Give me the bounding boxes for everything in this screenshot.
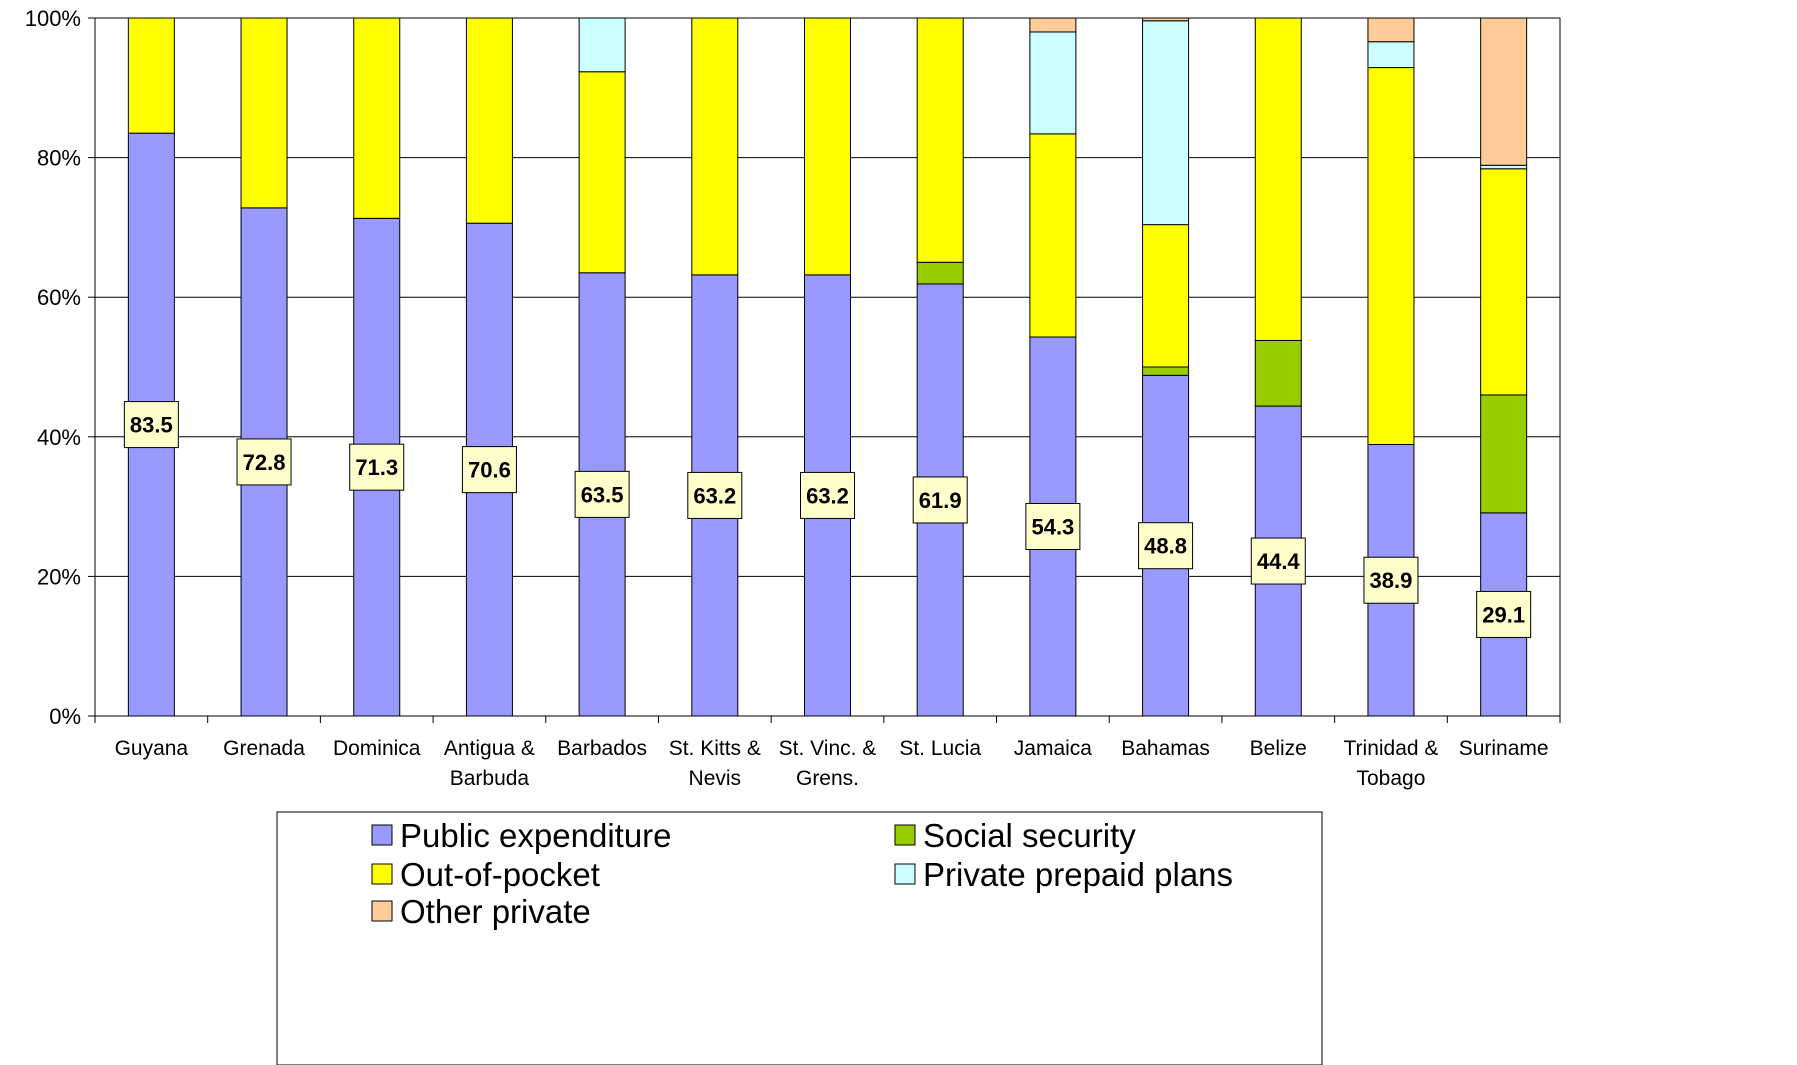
y-tick-label: 40% bbox=[37, 425, 81, 450]
bar-segment-social-security bbox=[1480, 394, 1528, 514]
legend-box bbox=[276, 811, 1323, 1065]
x-tick-label: Nevis bbox=[689, 767, 742, 790]
x-tick-label: Jamaica bbox=[1014, 737, 1093, 760]
bar-segment-social-security bbox=[1254, 339, 1302, 407]
legend-swatch bbox=[894, 824, 916, 846]
bar-segment-out-of-pocket bbox=[127, 17, 175, 134]
data-label-box bbox=[1363, 556, 1419, 604]
bar-segment-private-prepaid-plans bbox=[1142, 20, 1190, 226]
bar-segment-out-of-pocket bbox=[465, 17, 513, 224]
bar-segment-out-of-pocket bbox=[1367, 67, 1415, 445]
y-tick-label: 0% bbox=[49, 704, 81, 729]
x-tick-label: St. Kitts & bbox=[669, 737, 761, 760]
data-labels: 83.5 72.8 71.3 70.6 63.5 63.2 63.2 61.9 54.3 48.8… bbox=[123, 401, 1532, 638]
legend-label: Public expenditure bbox=[400, 817, 672, 854]
y-tick-label: 100% bbox=[25, 6, 81, 31]
data-label: 44.4 bbox=[1257, 549, 1301, 574]
legend-swatch bbox=[371, 824, 393, 846]
bar-segment-other-private bbox=[1142, 17, 1190, 22]
x-tick-label: Grenada bbox=[223, 737, 305, 760]
bar-segment-social-security bbox=[916, 261, 964, 285]
data-label-box bbox=[574, 470, 630, 518]
data-label: 61.9 bbox=[919, 488, 962, 513]
data-label-box bbox=[461, 446, 517, 494]
x-tick-label: Barbados bbox=[557, 737, 647, 760]
data-label-box bbox=[800, 471, 855, 519]
data-label-box bbox=[1476, 590, 1532, 638]
y-tick-label: 60% bbox=[37, 285, 81, 310]
legend-label: Social security bbox=[923, 817, 1136, 854]
bar-segment-private-prepaid-plans bbox=[1367, 41, 1415, 69]
data-label: 29.1 bbox=[1482, 602, 1525, 627]
bar-segment-out-of-pocket bbox=[1254, 17, 1302, 341]
data-label-box bbox=[1025, 502, 1081, 550]
bar-segment-social-security bbox=[1142, 366, 1190, 376]
bar-segment-out-of-pocket bbox=[1142, 224, 1190, 368]
bar-segment-private-prepaid-plans bbox=[578, 17, 626, 73]
legend-label: Other private bbox=[400, 893, 591, 930]
legend-swatch bbox=[894, 863, 916, 885]
bar-segment-out-of-pocket bbox=[804, 17, 851, 276]
data-label-box bbox=[123, 401, 179, 449]
x-tick-label: Antigua & bbox=[444, 737, 535, 760]
x-tick-label: Barbuda bbox=[450, 767, 530, 790]
x-tick-label: Tobago bbox=[1357, 767, 1426, 790]
data-label-box bbox=[236, 438, 292, 486]
y-tick-label: 80% bbox=[37, 146, 81, 171]
y-tick-label: 20% bbox=[37, 564, 81, 589]
data-label: 71.3 bbox=[355, 455, 398, 480]
bar-segment-private-prepaid-plans bbox=[1029, 31, 1077, 135]
bar-segment-private-prepaid-plans bbox=[1480, 164, 1528, 170]
legend-label: Private prepaid plans bbox=[923, 856, 1233, 893]
data-label-box bbox=[1250, 537, 1306, 585]
x-tick-label: Dominica bbox=[333, 737, 421, 760]
bar-segment-other-private bbox=[1367, 17, 1415, 43]
data-label: 38.9 bbox=[1370, 568, 1413, 593]
data-label-box bbox=[912, 476, 968, 524]
bar-segment-out-of-pocket bbox=[1029, 133, 1077, 338]
data-label-box bbox=[1138, 522, 1194, 570]
data-label: 63.5 bbox=[581, 482, 624, 507]
bar-segment-other-private bbox=[1029, 17, 1077, 33]
x-tick-label: Grens. bbox=[796, 767, 859, 790]
bar-segment-out-of-pocket bbox=[916, 17, 964, 263]
bar-segment-other-private bbox=[1480, 17, 1528, 166]
data-label-box bbox=[349, 443, 405, 491]
bar-segment-out-of-pocket bbox=[578, 71, 626, 274]
x-tick-label: St. Lucia bbox=[899, 737, 981, 760]
data-label: 63.2 bbox=[693, 483, 736, 508]
x-tick-label: Trinidad & bbox=[1343, 737, 1438, 760]
data-label: 72.8 bbox=[243, 450, 286, 475]
data-label: 54.3 bbox=[1031, 514, 1074, 539]
data-label: 63.2 bbox=[806, 483, 849, 508]
data-label: 83.5 bbox=[130, 413, 173, 438]
legend-label: Out-of-pocket bbox=[400, 856, 600, 893]
x-tick-label: Bahamas bbox=[1121, 737, 1210, 760]
legend-swatch bbox=[371, 863, 393, 885]
bar-segment-out-of-pocket bbox=[1480, 168, 1528, 396]
x-tick-label: Belize bbox=[1250, 737, 1307, 760]
x-tick-labels: Guyana Grenada Dominica Antigua & Barbuda Bar… bbox=[115, 737, 1549, 790]
bars bbox=[127, 17, 1528, 717]
legend-swatch bbox=[371, 900, 393, 922]
x-tick-label: St. Vinc. & bbox=[779, 737, 877, 760]
x-tick-label: Suriname bbox=[1459, 737, 1549, 760]
legend: Public expenditure Social security Out-of-… bbox=[276, 811, 1323, 1065]
data-label: 48.8 bbox=[1144, 534, 1187, 559]
data-label-box bbox=[687, 471, 743, 519]
bar-segment-out-of-pocket bbox=[240, 17, 288, 209]
bar-segment-out-of-pocket bbox=[353, 17, 401, 219]
data-label: 70.6 bbox=[468, 458, 511, 483]
x-tick-label: Guyana bbox=[115, 737, 189, 760]
bar-segment-out-of-pocket bbox=[691, 17, 739, 276]
